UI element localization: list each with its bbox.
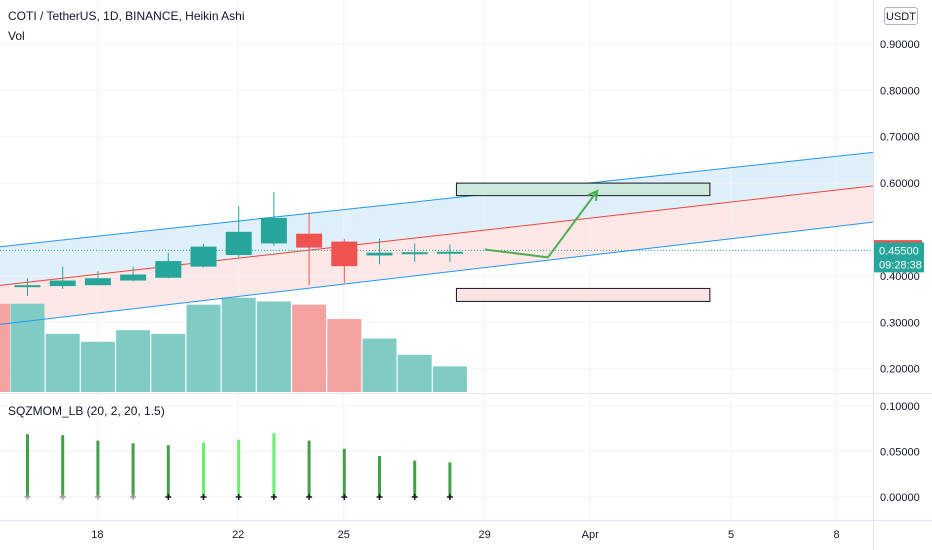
candles-layer [14,192,463,296]
channel-lines-layer [0,151,874,325]
price-tick-label[interactable]: 0.70000 [880,132,920,144]
channel-lower-fill [0,185,873,325]
channel-mid-line [0,185,874,286]
target-box-bullish[interactable] [455,182,711,197]
candle-body [120,274,147,281]
candle-body [260,217,287,244]
volume-bar [256,301,291,392]
time-tick-label[interactable]: 29 [478,529,490,541]
volume-bar [116,330,151,392]
squeeze-dot [59,494,66,500]
squeeze-dot [165,494,172,500]
channel-upper-line [0,151,874,248]
squeeze-dot [94,494,101,500]
candle-body [401,252,428,255]
volume-bar [186,304,221,392]
last-price-tag [874,242,924,273]
squeeze-dot [270,494,277,500]
channel-lower-line [0,221,874,325]
time-tick-label[interactable]: 25 [338,529,350,541]
price-tick-label[interactable]: 0.40000 [880,271,920,283]
squeeze-dot [235,494,242,500]
squeeze-dot [411,494,418,500]
volume-bar [327,319,362,392]
squeeze-dot [200,494,207,500]
target-box-bearish[interactable] [455,287,711,302]
squeeze-dot [306,494,313,500]
price-tick-label[interactable]: 0.60000 [880,178,920,190]
channel-fill-layer [0,152,873,325]
volume-bar [362,338,397,392]
candle-body [14,285,41,288]
time-tick-label[interactable]: 22 [232,529,244,541]
indicator-tick-label[interactable]: 0.10000 [880,401,920,413]
indicator-tick-label[interactable]: 0.05000 [880,447,920,459]
time-tick-label[interactable]: Apr [582,529,599,541]
projection-layer[interactable] [484,189,599,259]
symbol-title[interactable]: COTI / TetherUS, 1D, BINANCE, Heikin Ash… [8,9,245,23]
candle-body [331,241,358,267]
volume-bar [292,304,327,392]
candle-body [49,280,76,287]
squeeze-dot [446,494,453,500]
indicator-label[interactable]: SQZMOM_LB (20, 2, 20, 1.5) [8,404,165,418]
candle-body [190,246,217,267]
time-tick-label[interactable]: 5 [728,529,734,541]
projection-arrowhead[interactable] [587,189,599,202]
candle-body [296,233,323,248]
last-price-text: 0.45500 [879,245,919,257]
price-tick-label[interactable]: 0.20000 [880,364,920,376]
quote-currency-badge[interactable]: USDT [884,7,918,25]
volume-label[interactable]: Vol [8,29,25,43]
candle-body [84,278,111,286]
volume-bar [45,333,80,392]
price-axis-layer[interactable]: 0.90000 0.80000 0.70000 0.60000 0.40000 0.300… [880,39,920,504]
time-tick-label[interactable]: 8 [834,529,840,541]
candle-body [366,252,393,256]
volume-bar [10,303,45,392]
price-tick-label[interactable]: 0.30000 [880,317,920,329]
volume-bar [80,341,115,392]
volume-bar [221,297,256,392]
countdown-text: 09:28:38 [879,259,922,271]
projection-path[interactable] [484,190,599,259]
momentum-layer [24,433,453,500]
time-axis-layer[interactable]: 18 22 25 29 Apr 5 8 [91,529,839,541]
candle-body [155,261,182,278]
candle-body [225,231,252,256]
volume-bar [432,366,467,392]
squeeze-dot [341,494,348,500]
time-tick-label[interactable]: 18 [91,529,103,541]
volume-bar [0,303,10,392]
squeeze-dot [376,494,383,500]
candle-body [436,251,463,254]
squeeze-dot [24,494,31,500]
target-boxes-layer[interactable] [455,182,711,302]
volume-bar [397,354,432,392]
indicator-tick-label[interactable]: 0.00000 [880,492,920,504]
price-tick-label[interactable]: 0.90000 [880,39,920,51]
volume-bar [151,333,186,392]
volume-layer [0,297,467,392]
price-tick-label[interactable]: 0.80000 [880,85,920,97]
squeeze-dot [130,494,137,500]
